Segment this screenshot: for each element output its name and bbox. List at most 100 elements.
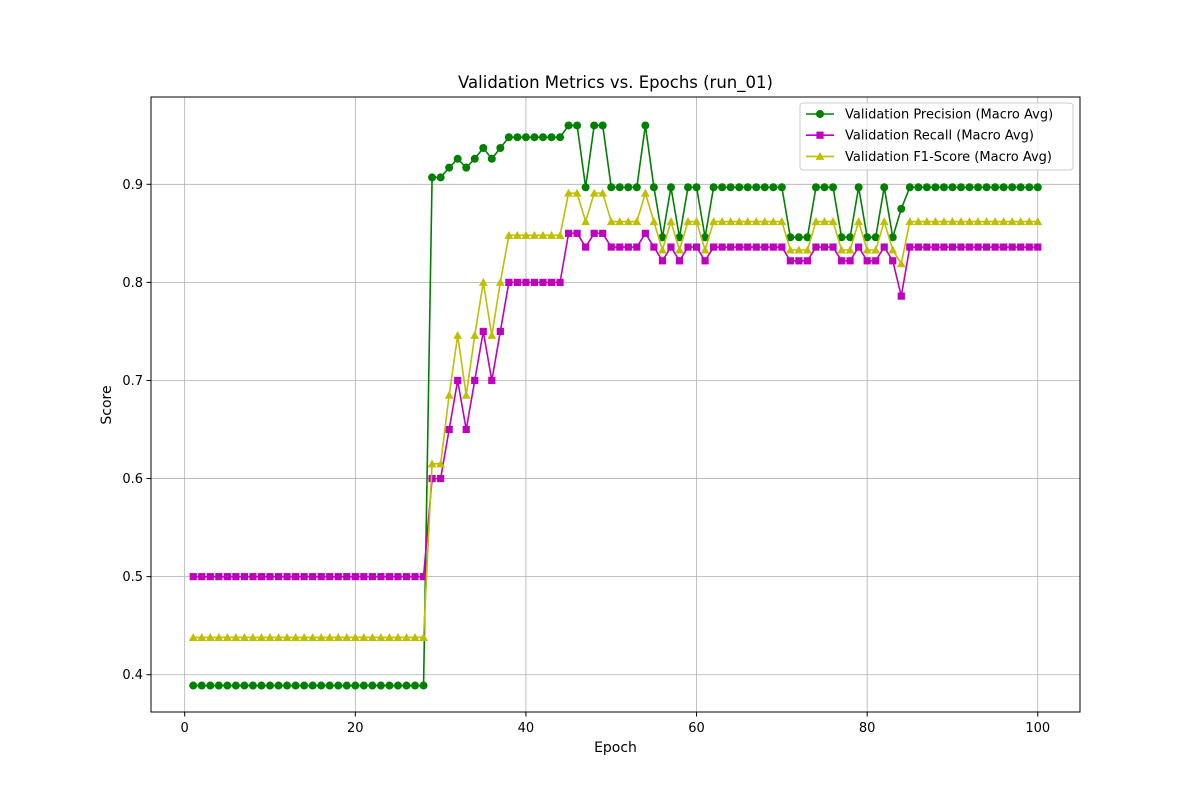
data-point [581,183,590,192]
data-point [470,154,479,163]
data-point [411,681,420,690]
data-point [436,459,446,468]
legend-marker [815,152,825,160]
data-point [794,245,804,254]
data-point [564,121,573,130]
data-point [854,217,864,226]
data-point [939,183,948,192]
y-tick-label: 0.7 [122,374,143,389]
data-point [965,183,974,192]
data-point [462,425,470,434]
data-point [206,573,214,581]
data-point [769,183,778,192]
data-point [948,183,957,192]
data-point [1016,217,1026,226]
data-point [735,243,743,251]
data-point [803,245,812,254]
data-point [726,183,735,192]
data-point [512,230,522,239]
legend-label: Validation Precision (Macro Avg) [845,108,1053,123]
data-point [666,217,676,226]
x-tick-label: 20 [347,721,364,736]
data-point [1025,183,1034,192]
data-point [734,217,744,226]
data-point [914,243,922,251]
series-triangle [188,188,1043,641]
data-point [889,257,897,265]
data-point [214,633,224,641]
data-point [265,633,275,641]
data-point [419,573,428,581]
data-point [445,163,454,172]
data-point [444,390,454,399]
data-point [495,277,505,286]
data-point [471,376,479,385]
series-layer [188,121,1043,690]
data-point [658,257,667,265]
data-point [718,243,726,251]
data-point [351,573,359,581]
data-point [291,681,300,690]
data-point [982,183,991,192]
data-point [223,573,231,581]
data-point [1007,217,1017,226]
data-point [325,633,335,641]
data-point [359,633,369,641]
data-point [820,217,829,226]
data-point [248,681,257,690]
series-circle [189,121,1042,690]
data-point [965,217,974,226]
data-point [863,257,871,265]
data-point [308,681,317,690]
data-point [990,217,1000,226]
data-point [811,217,821,226]
data-point [325,681,334,690]
data-point [197,681,206,690]
data-point [513,133,522,142]
data-point [487,330,497,339]
data-point [624,243,632,251]
data-point [309,573,317,581]
data-point [760,217,770,226]
data-point [991,183,1000,192]
data-point [632,183,641,192]
data-point [1033,217,1043,226]
data-point [649,217,659,226]
data-point [368,573,376,581]
axis-ticks: 0 20 40 60 80 100 0.4 0.5 0.6 0.7 0.8 0.9 [122,178,1050,736]
data-point [794,233,803,242]
data-point [240,573,249,581]
data-point [521,133,530,142]
data-point [649,183,658,192]
data-point [393,633,403,641]
data-point [905,217,915,226]
data-point [761,243,769,251]
data-point [803,257,812,265]
data-point [427,459,437,468]
data-point [616,243,624,251]
data-point [829,243,837,251]
data-point [615,217,625,226]
data-point [342,633,352,641]
data-point [547,230,556,239]
data-point [428,173,437,182]
data-point [786,257,794,265]
data-point [897,292,905,300]
data-point [863,233,872,242]
data-point [615,183,624,192]
data-point [906,243,914,251]
legend-marker [816,110,824,118]
data-point [931,183,940,192]
data-point [487,154,496,163]
data-point [317,681,326,690]
data-point [684,183,693,192]
data-point [470,330,480,339]
data-point [521,230,531,239]
series-line [193,192,1038,639]
data-point [283,573,291,581]
data-point [743,217,753,226]
data-point [351,681,360,690]
data-point [606,217,616,226]
data-point [283,681,292,690]
data-point [752,243,760,251]
